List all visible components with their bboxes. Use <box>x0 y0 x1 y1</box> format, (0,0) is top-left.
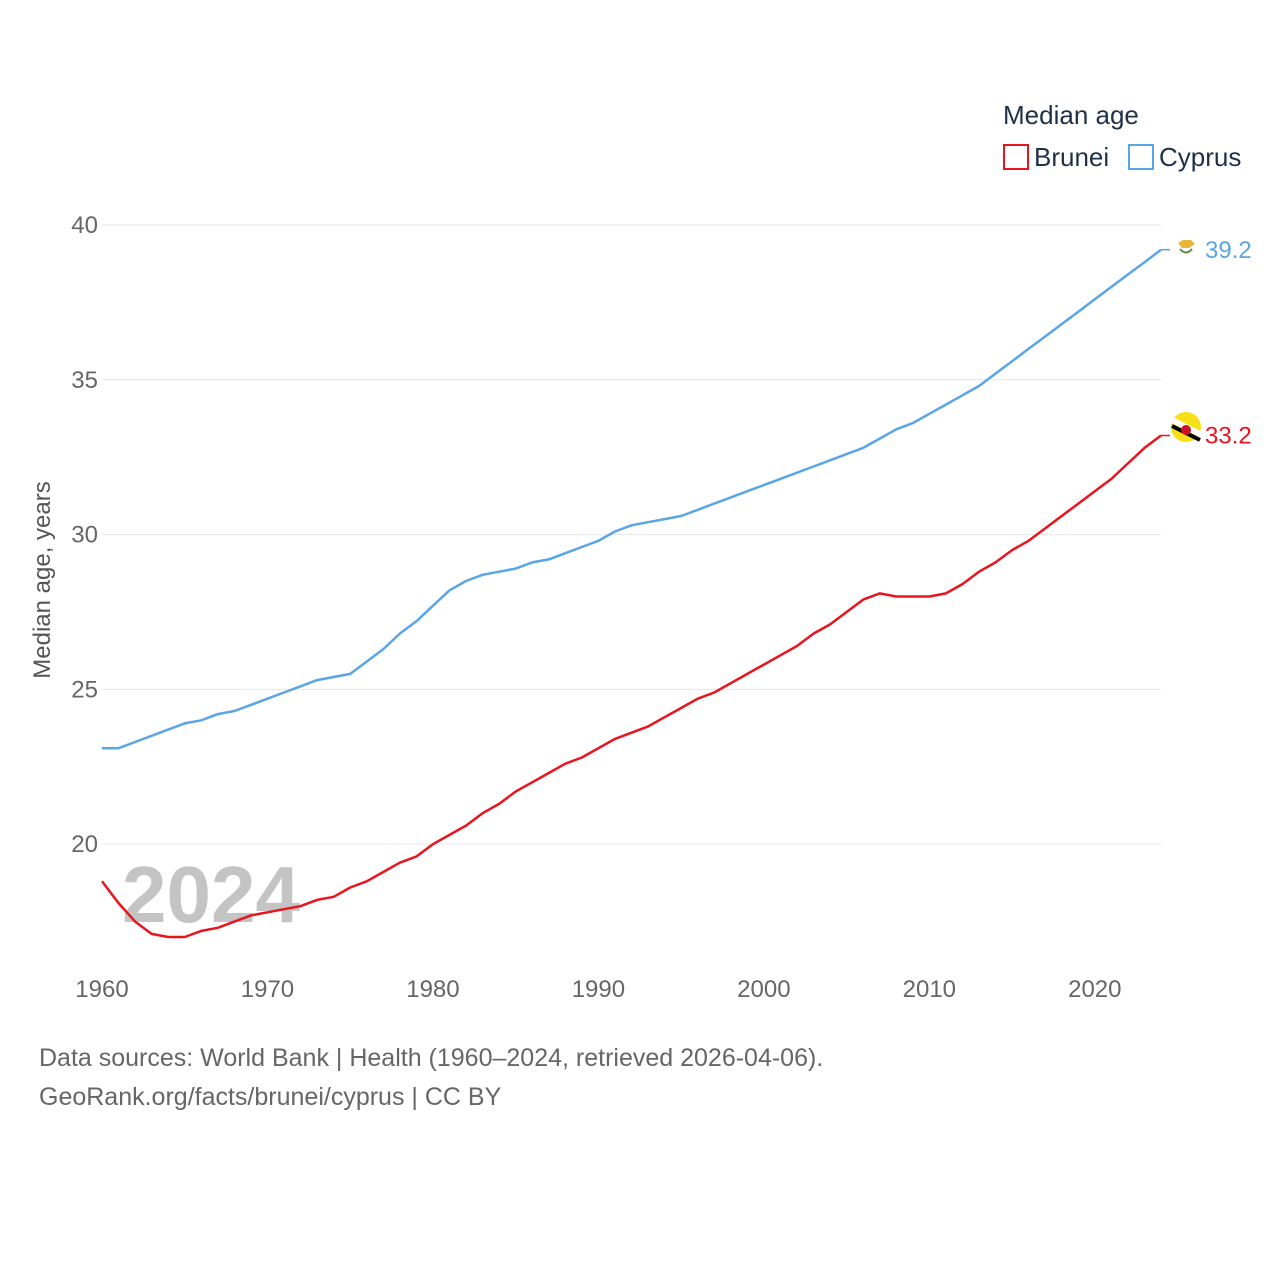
series-line-brunei[interactable] <box>101 434 1162 939</box>
end-label-brunei: 33.2 <box>1205 423 1252 450</box>
x-axis-ticks: 1960 1970 1980 1990 2000 2010 2020 <box>75 976 1121 1003</box>
brunei-flag-icon <box>1170 412 1202 442</box>
line-chart: Median age Brunei Cyprus 20 25 30 35 40 1960… <box>29 100 1252 1003</box>
end-labels: 33.2 39.2 <box>1205 237 1252 450</box>
legend-swatch-brunei[interactable] <box>1003 144 1029 170</box>
y-axis-title: Median age, years <box>29 481 56 678</box>
x-tick-label: 2010 <box>903 976 956 1003</box>
x-tick-label: 2020 <box>1068 976 1121 1003</box>
series-line-cyprus[interactable] <box>102 248 1162 750</box>
legend: Median age Brunei Cyprus <box>1003 100 1241 172</box>
y-tick-label: 40 <box>71 212 98 239</box>
year-watermark: 2024 <box>122 850 300 939</box>
gridlines <box>102 224 1161 845</box>
x-tick-label: 2000 <box>737 976 790 1003</box>
source-line-2[interactable]: GeoRank.org/facts/brunei/cyprus | CC BY <box>39 1083 502 1111</box>
y-tick-label: 30 <box>71 522 98 549</box>
x-tick-label: 1980 <box>406 976 459 1003</box>
y-axis-ticks: 20 25 30 35 40 <box>71 212 98 858</box>
x-tick-label: 1970 <box>241 976 294 1003</box>
x-tick-label: 1990 <box>572 976 625 1003</box>
legend-swatch-cyprus[interactable] <box>1128 144 1154 170</box>
source-line-1: Data sources: World Bank | Health (1960–… <box>39 1044 824 1072</box>
y-tick-label: 20 <box>71 831 98 858</box>
x-tick-label: 1960 <box>75 976 128 1003</box>
legend-label-brunei[interactable]: Brunei <box>1034 142 1109 172</box>
end-label-cyprus: 39.2 <box>1205 237 1252 264</box>
legend-label-cyprus[interactable]: Cyprus <box>1159 142 1241 172</box>
legend-title: Median age <box>1003 100 1139 130</box>
series-lines <box>101 248 1170 939</box>
cyprus-flag-icon <box>1177 237 1195 255</box>
y-tick-label: 35 <box>71 367 98 394</box>
y-tick-label: 25 <box>71 676 98 703</box>
